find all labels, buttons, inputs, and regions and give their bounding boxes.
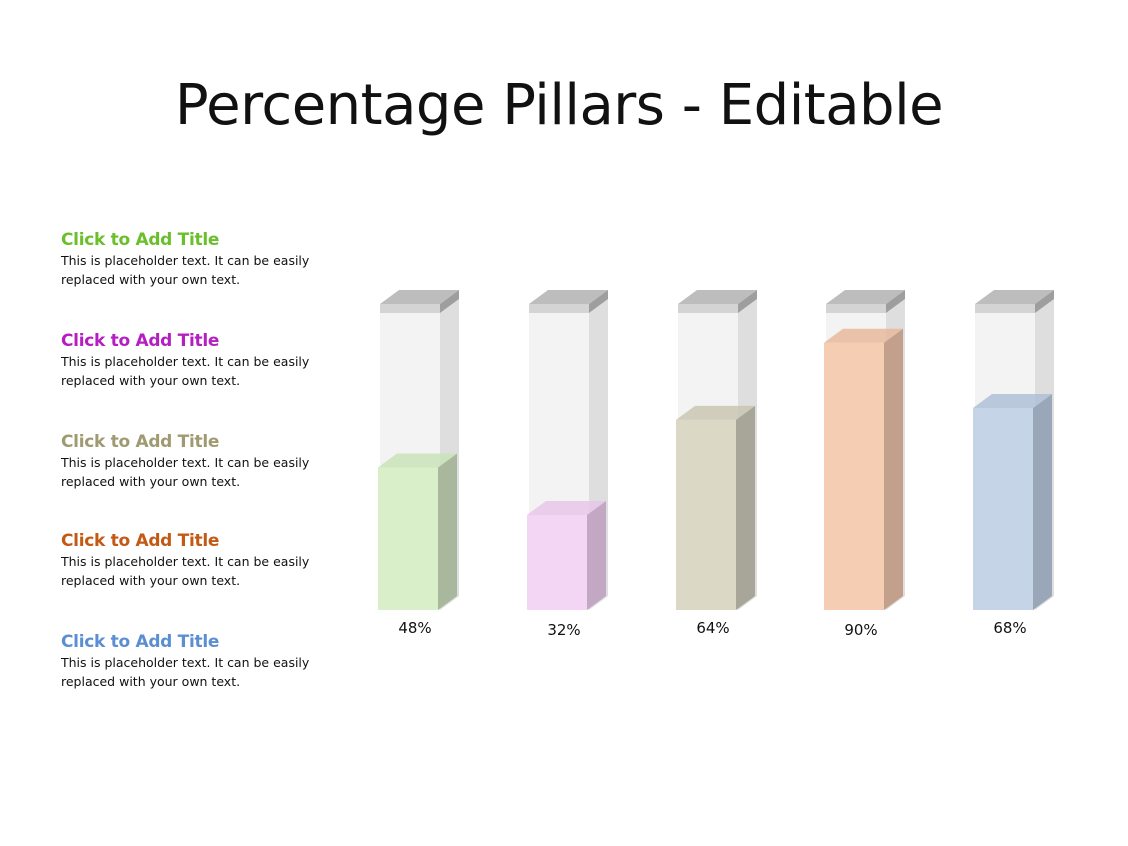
legend-title-4[interactable]: Click to Add Title xyxy=(61,531,220,551)
pillar-4-fill-front xyxy=(824,342,884,610)
pillar-2-cap-front xyxy=(529,304,589,313)
pillar-1-fill-front xyxy=(378,467,438,610)
legend-text-2[interactable]: This is placeholder text. It can be easi… xyxy=(61,354,310,388)
pillar-3-cap-top xyxy=(678,290,757,304)
legend-item-2: Click to Add Title This is placeholder t… xyxy=(61,330,321,390)
slide-title: Percentage Pillars - Editable xyxy=(174,73,944,138)
legend-text-3[interactable]: This is placeholder text. It can be easi… xyxy=(61,455,310,489)
pillar-5-fill-side xyxy=(1033,394,1052,610)
pillar-1-cap-top xyxy=(380,290,459,304)
legend-text-4[interactable]: This is placeholder text. It can be easi… xyxy=(61,554,310,588)
pillar-5-cap-top xyxy=(975,290,1054,304)
pillar-4-cap-top xyxy=(826,290,905,304)
pillar-1-fill-top xyxy=(378,453,457,468)
pillar-5-cap-side xyxy=(1035,290,1054,313)
legend-item-3: Click to Add Title This is placeholder t… xyxy=(61,431,321,491)
pillar-4-label: 90% xyxy=(844,621,877,639)
legend-item-4: Click to Add Title This is placeholder t… xyxy=(61,530,321,590)
pillar-2-fill-side xyxy=(587,500,606,610)
legend-title-3[interactable]: Click to Add Title xyxy=(61,432,220,452)
legend-title-5[interactable]: Click to Add Title xyxy=(61,632,220,652)
pillar-2-cap-side xyxy=(589,290,608,313)
pillar-5-label: 68% xyxy=(993,619,1026,637)
legend-text-5[interactable]: This is placeholder text. It can be easi… xyxy=(61,655,310,689)
pillar-1-cap-front xyxy=(380,304,440,313)
pillar-5-fill-top xyxy=(973,394,1052,409)
pillar-4-cap-front xyxy=(826,304,886,313)
pillar-3-cap-side xyxy=(738,290,757,313)
legend-title-1[interactable]: Click to Add Title xyxy=(61,230,220,250)
pillar-3-fill-top xyxy=(676,405,755,420)
pillar-1-fill-side xyxy=(438,453,457,610)
pillar-4-cap-side xyxy=(886,290,905,313)
pillar-2-label: 32% xyxy=(547,621,580,639)
pillar-3-label: 64% xyxy=(696,619,729,637)
pillar-5-cap-front xyxy=(975,304,1035,313)
legend-text-1[interactable]: This is placeholder text. It can be easi… xyxy=(61,253,310,287)
pillar-3-cap-front xyxy=(678,304,738,313)
pillar-5-fill-front xyxy=(973,408,1033,610)
pillar-4-fill-top xyxy=(824,328,903,343)
legend-item-1: Click to Add Title This is placeholder t… xyxy=(61,229,321,289)
pillar-1-label: 48% xyxy=(398,619,431,637)
pillar-2-fill-top xyxy=(527,500,606,515)
pillar-1-cap-side xyxy=(440,290,459,313)
pillar-3-fill-front xyxy=(676,419,736,610)
legend-item-5: Click to Add Title This is placeholder t… xyxy=(61,631,321,691)
pillar-4-fill-side xyxy=(884,328,903,610)
pillar-2-fill-front xyxy=(527,514,587,610)
pillar-3-fill-side xyxy=(736,405,755,610)
pillar-2-cap-top xyxy=(529,290,608,304)
legend-title-2[interactable]: Click to Add Title xyxy=(61,331,220,351)
